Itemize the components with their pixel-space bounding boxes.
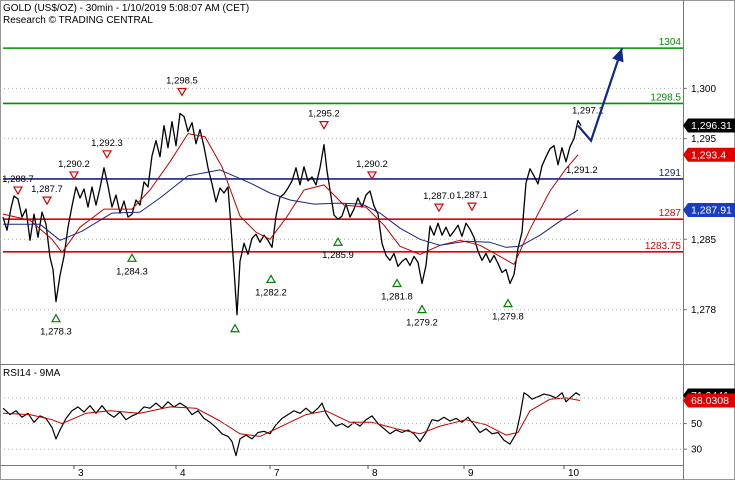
- time-tick-label: 8: [372, 468, 378, 479]
- price-badge-label: 1,296.31: [691, 120, 732, 132]
- chart-series: [2, 112, 582, 316]
- down-marker-icon: [101, 150, 113, 160]
- price-badge-label: 1,287.91: [691, 204, 732, 216]
- rsi-badge-rsi_ma: [683, 393, 735, 408]
- down-marker-icon: [12, 186, 24, 196]
- marker-label: 1,281.8: [381, 291, 413, 302]
- rsi-tick-label: 30: [691, 445, 703, 456]
- marker-label: 1,288.7: [2, 174, 34, 185]
- projection-path: [577, 47, 624, 143]
- marker-label: 1,290.2: [58, 159, 90, 170]
- level-label: 1304: [659, 37, 682, 48]
- level-label: 1291: [659, 168, 682, 179]
- price-axis: 1,300 1,295 1,285 1,278: [683, 84, 716, 316]
- marker-label: 1,279.2: [406, 318, 438, 329]
- up-marker-icon: [416, 304, 428, 314]
- price-grid: [0, 87, 683, 311]
- up-marker-icon: [50, 313, 62, 323]
- support-resistance-levels: 1304 1298.5 1291 1287 1283.75: [3, 37, 683, 253]
- series-ma-slow: [3, 169, 579, 248]
- marker-label: 1,282.2: [255, 287, 287, 298]
- level-label: 1283.75: [645, 241, 682, 252]
- rsi-title: RSI14 - 9MA: [3, 368, 61, 379]
- axis-badges: 1,296.31 1,293.4 1,287.91: [683, 118, 735, 217]
- time-tick-label: 9: [468, 468, 474, 479]
- price-badge-ma2: [683, 202, 735, 217]
- price-badge-ma1: [683, 147, 735, 162]
- arrow-head-icon: [612, 48, 624, 63]
- down-marker-icon: [68, 171, 80, 181]
- up-marker-icon: [332, 237, 344, 246]
- marker-label: 1,295.2: [308, 109, 340, 120]
- down-marker-icon: [318, 121, 330, 130]
- price-badge-label: 1,293.4: [691, 149, 726, 161]
- level-label: 1287: [659, 208, 682, 219]
- marker-label: 1,287.7: [31, 184, 63, 195]
- price-tick-label: 1,278: [691, 305, 716, 316]
- marker-label: 1,278.3: [40, 327, 72, 338]
- time-tick-label: 4: [180, 468, 186, 479]
- time-axis: 3 4 7 8 9 10: [73, 465, 580, 479]
- series-rsi14: [2, 392, 581, 457]
- series-ma-fast: [2, 133, 579, 265]
- up-marker-icon: [126, 253, 138, 262]
- marker-label: 1,279.8: [492, 312, 524, 323]
- annotation-label: 1,291.2: [566, 165, 598, 176]
- marker-label: 1,292.3: [91, 138, 123, 149]
- marker-label: 1,287.1: [456, 190, 488, 201]
- time-tick-label: 3: [78, 468, 84, 479]
- marker-label: 1,287.0: [423, 191, 455, 202]
- pivot-markers: 1,288.71,287.71,278.31,290.21,292.31,284…: [2, 75, 524, 337]
- marker-label: 1,290.2: [356, 159, 388, 170]
- chart-source: Research © TRADING CENTRAL: [3, 15, 153, 26]
- down-marker-icon: [366, 171, 378, 181]
- rsi-tick-label: 50: [691, 419, 703, 430]
- up-marker-icon: [391, 278, 403, 288]
- chart-annotations: 1,297.1 1,291.2: [566, 106, 604, 176]
- down-marker-icon: [41, 196, 53, 206]
- down-marker-icon: [466, 202, 478, 212]
- marker-label: 1,298.5: [166, 75, 198, 86]
- chart-title: GOLD (US$/OZ) - 30min - 1/10/2019 5:08:0…: [3, 3, 250, 14]
- price-tick-label: 1,295: [691, 134, 716, 145]
- price-badge-current: [683, 118, 735, 133]
- rsi-panel: 503071.944168.0308: [0, 388, 735, 457]
- up-marker-icon: [502, 298, 514, 308]
- down-marker-icon: [176, 87, 188, 97]
- rsi-badge-label: 68.0308: [691, 395, 729, 407]
- projection-arrow: [577, 47, 624, 143]
- level-label: 1298.5: [650, 92, 681, 103]
- up-marker-icon: [265, 274, 277, 284]
- time-tick-label: 10: [568, 468, 580, 479]
- price-tick-label: 1,300: [691, 84, 716, 95]
- marker-label: 1,285.9: [322, 250, 354, 261]
- down-marker-icon: [433, 203, 445, 213]
- series-rsi-ma: [2, 397, 581, 437]
- price-tick-label: 1,285: [691, 235, 716, 246]
- series-price: [2, 112, 582, 316]
- marker-label: 1,284.3: [116, 266, 148, 277]
- up-marker-icon: [229, 323, 241, 333]
- annotation-label: 1,297.1: [572, 106, 604, 117]
- time-tick-label: 7: [274, 468, 280, 479]
